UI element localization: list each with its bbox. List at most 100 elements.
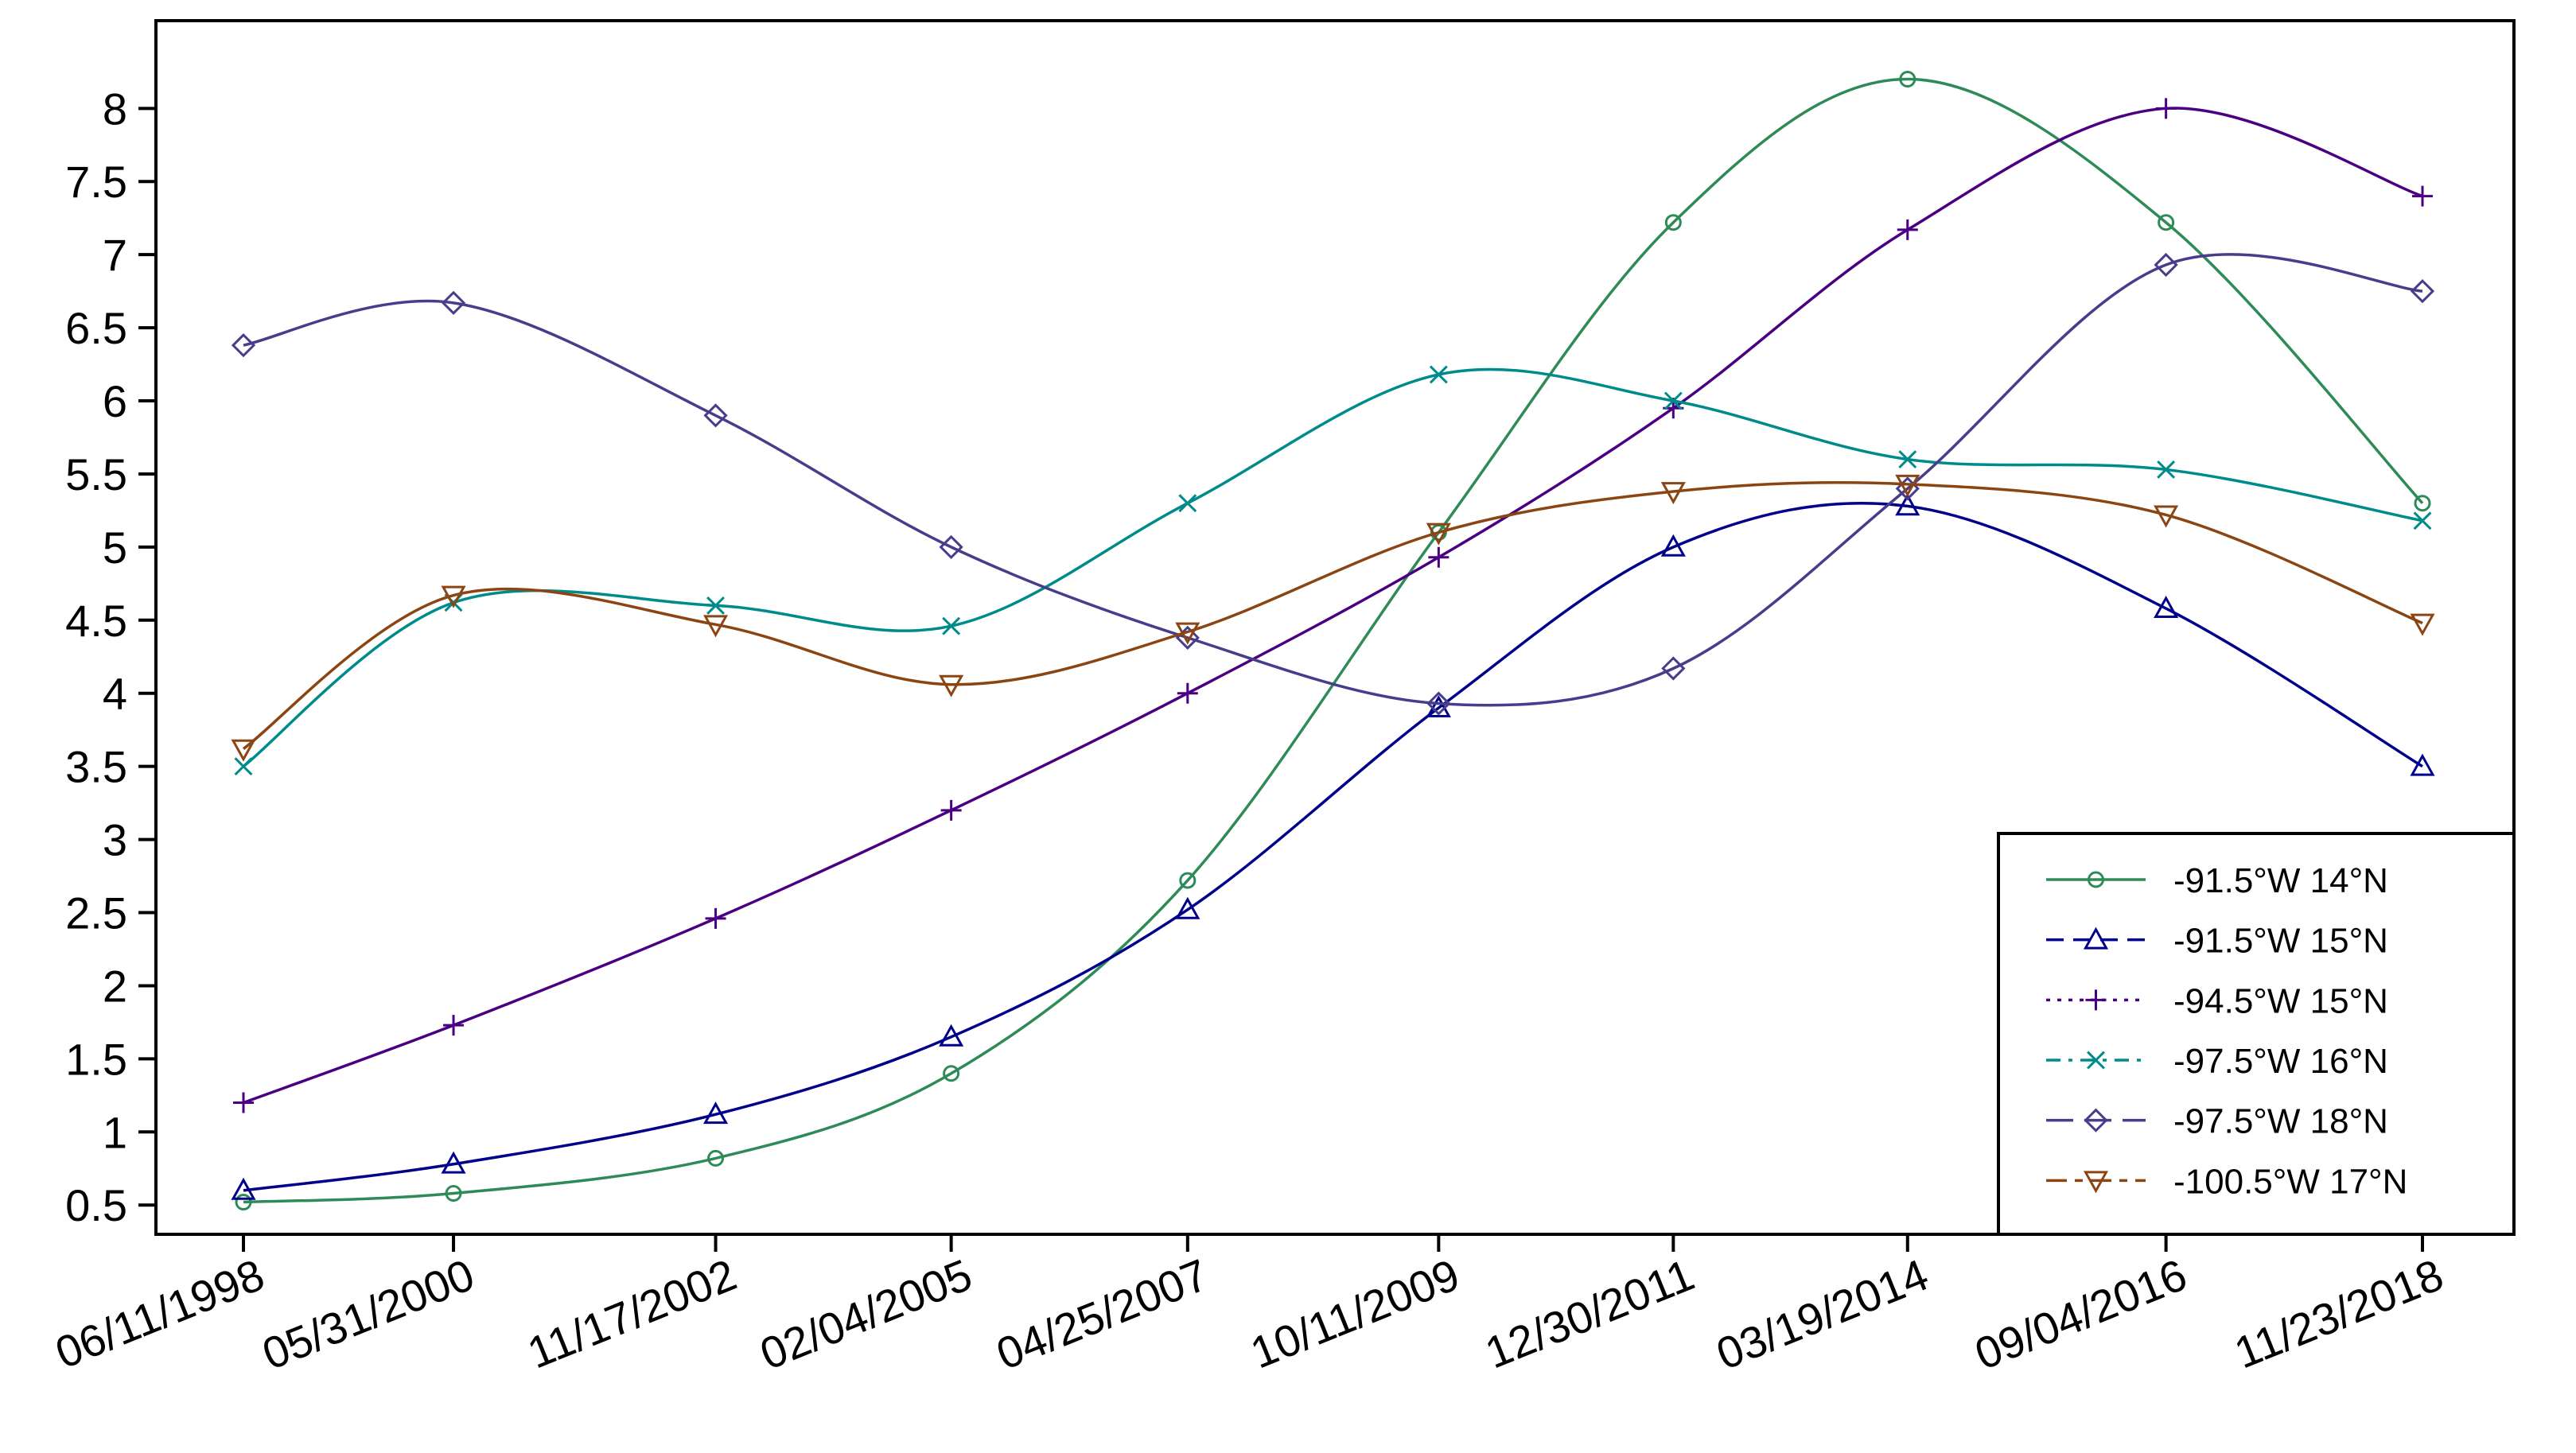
legend-label: -91.5°W 15°N bbox=[2173, 922, 2388, 961]
series-line bbox=[242, 480, 2423, 751]
y-tick-label: 4 bbox=[103, 669, 127, 719]
data-point bbox=[707, 1149, 725, 1167]
legend-label: -94.5°W 15°N bbox=[2173, 981, 2388, 1020]
data-point bbox=[1899, 71, 1916, 88]
data-point bbox=[940, 799, 962, 821]
data-point bbox=[231, 739, 256, 762]
legend-marker bbox=[2084, 1108, 2108, 1132]
data-point bbox=[233, 1092, 254, 1113]
data-point bbox=[1664, 391, 1683, 410]
data-point bbox=[1661, 656, 1686, 681]
legend-label: -100.5°W 17°N bbox=[2173, 1162, 2407, 1201]
data-point bbox=[2410, 279, 2435, 304]
data-point bbox=[939, 674, 964, 697]
y-tick-label: 3.5 bbox=[65, 742, 127, 792]
data-point bbox=[441, 290, 466, 315]
data-point bbox=[1660, 534, 1686, 557]
data-point bbox=[1175, 896, 1200, 919]
data-point bbox=[2410, 613, 2435, 636]
data-point bbox=[2413, 511, 2432, 530]
data-point bbox=[1895, 493, 1920, 516]
series-line bbox=[243, 77, 2424, 1204]
series-3 bbox=[233, 98, 2433, 1113]
data-point bbox=[1895, 474, 1920, 497]
series-line bbox=[242, 367, 2423, 768]
data-point bbox=[943, 1065, 960, 1082]
legend-marker bbox=[2083, 1171, 2109, 1194]
y-tick-label: 0.5 bbox=[65, 1180, 127, 1230]
y-tick-label: 2 bbox=[103, 961, 127, 1011]
data-point bbox=[1426, 691, 1451, 716]
data-point bbox=[1426, 523, 1451, 546]
y-tick-label: 7 bbox=[103, 230, 127, 280]
series-4 bbox=[234, 365, 2432, 776]
data-point bbox=[2158, 214, 2175, 231]
series-6 bbox=[231, 474, 2435, 762]
y-tick-label: 3 bbox=[103, 815, 127, 865]
y-tick-label: 6 bbox=[103, 376, 127, 426]
data-point bbox=[702, 1101, 729, 1125]
data-point bbox=[1175, 622, 1200, 645]
data-point bbox=[939, 534, 963, 560]
data-point bbox=[2155, 98, 2177, 119]
data-point bbox=[2154, 596, 2179, 618]
legend-marker bbox=[2083, 927, 2109, 950]
data-point bbox=[441, 585, 466, 608]
data-point bbox=[942, 616, 961, 635]
legend-marker bbox=[2088, 871, 2104, 888]
data-point bbox=[1429, 365, 1448, 384]
y-tick-label: 1 bbox=[103, 1107, 127, 1157]
y-tick-label: 7.5 bbox=[65, 157, 127, 207]
data-point bbox=[2410, 753, 2435, 776]
series-layer bbox=[231, 71, 2435, 1211]
y-tick-label: 6.5 bbox=[65, 303, 127, 353]
data-point bbox=[2154, 505, 2179, 528]
data-point bbox=[441, 1151, 466, 1174]
data-point bbox=[2412, 185, 2433, 207]
y-tick-label: 2.5 bbox=[65, 888, 127, 938]
series-2 bbox=[231, 493, 2435, 1200]
legend: -91.5°W 14°N -91.5°W 15°N -94.5°W 15°N -97.… bbox=[1997, 832, 2516, 1236]
y-tick-label: 5 bbox=[103, 523, 127, 573]
data-point bbox=[235, 1194, 252, 1211]
data-point bbox=[1660, 482, 1686, 505]
legend-entry: -97.5°W 18°N bbox=[2046, 1102, 2388, 1141]
legend-label: -91.5°W 14°N bbox=[2173, 861, 2388, 900]
y-tick-label: 1.5 bbox=[65, 1034, 127, 1084]
plot-frame bbox=[154, 19, 2516, 1236]
data-point bbox=[2414, 495, 2431, 512]
data-point bbox=[234, 757, 253, 776]
series-1 bbox=[235, 71, 2431, 1211]
legend-box bbox=[1997, 832, 2516, 1236]
y-tick-label: 4.5 bbox=[65, 596, 127, 646]
data-point bbox=[703, 403, 728, 428]
series-line bbox=[243, 107, 2423, 1105]
data-point bbox=[443, 1015, 465, 1036]
data-point bbox=[231, 1177, 256, 1200]
data-point bbox=[2157, 460, 2176, 479]
data-point bbox=[702, 615, 729, 638]
legend-entry: -97.5°W 16°N bbox=[2046, 1042, 2388, 1081]
legend-entry: -91.5°W 14°N bbox=[2046, 861, 2388, 900]
data-point bbox=[705, 907, 726, 929]
series-line bbox=[243, 253, 2423, 707]
legend-marker bbox=[2085, 989, 2107, 1011]
legend-label: -97.5°W 18°N bbox=[2173, 1102, 2388, 1141]
y-tick-label: 5.5 bbox=[65, 449, 127, 499]
legend-entry: -100.5°W 17°N bbox=[2046, 1162, 2407, 1201]
data-point bbox=[1178, 494, 1197, 513]
data-point bbox=[1179, 872, 1197, 889]
legend-label: -97.5°W 16°N bbox=[2173, 1042, 2388, 1081]
series-line bbox=[243, 502, 2423, 1192]
data-point bbox=[1426, 695, 1451, 718]
legend-marker bbox=[2087, 1051, 2105, 1070]
data-point bbox=[1664, 214, 1682, 231]
data-point bbox=[1897, 219, 1918, 240]
data-point bbox=[1428, 546, 1449, 568]
legend-entry: -94.5°W 15°N bbox=[2046, 981, 2388, 1020]
data-point bbox=[706, 596, 726, 615]
data-point bbox=[1898, 450, 1917, 469]
data-point bbox=[445, 1185, 462, 1202]
